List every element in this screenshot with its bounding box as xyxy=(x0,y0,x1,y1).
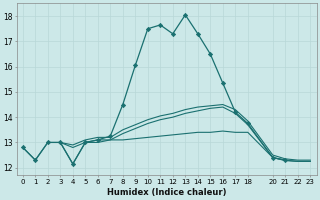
X-axis label: Humidex (Indice chaleur): Humidex (Indice chaleur) xyxy=(107,188,226,197)
